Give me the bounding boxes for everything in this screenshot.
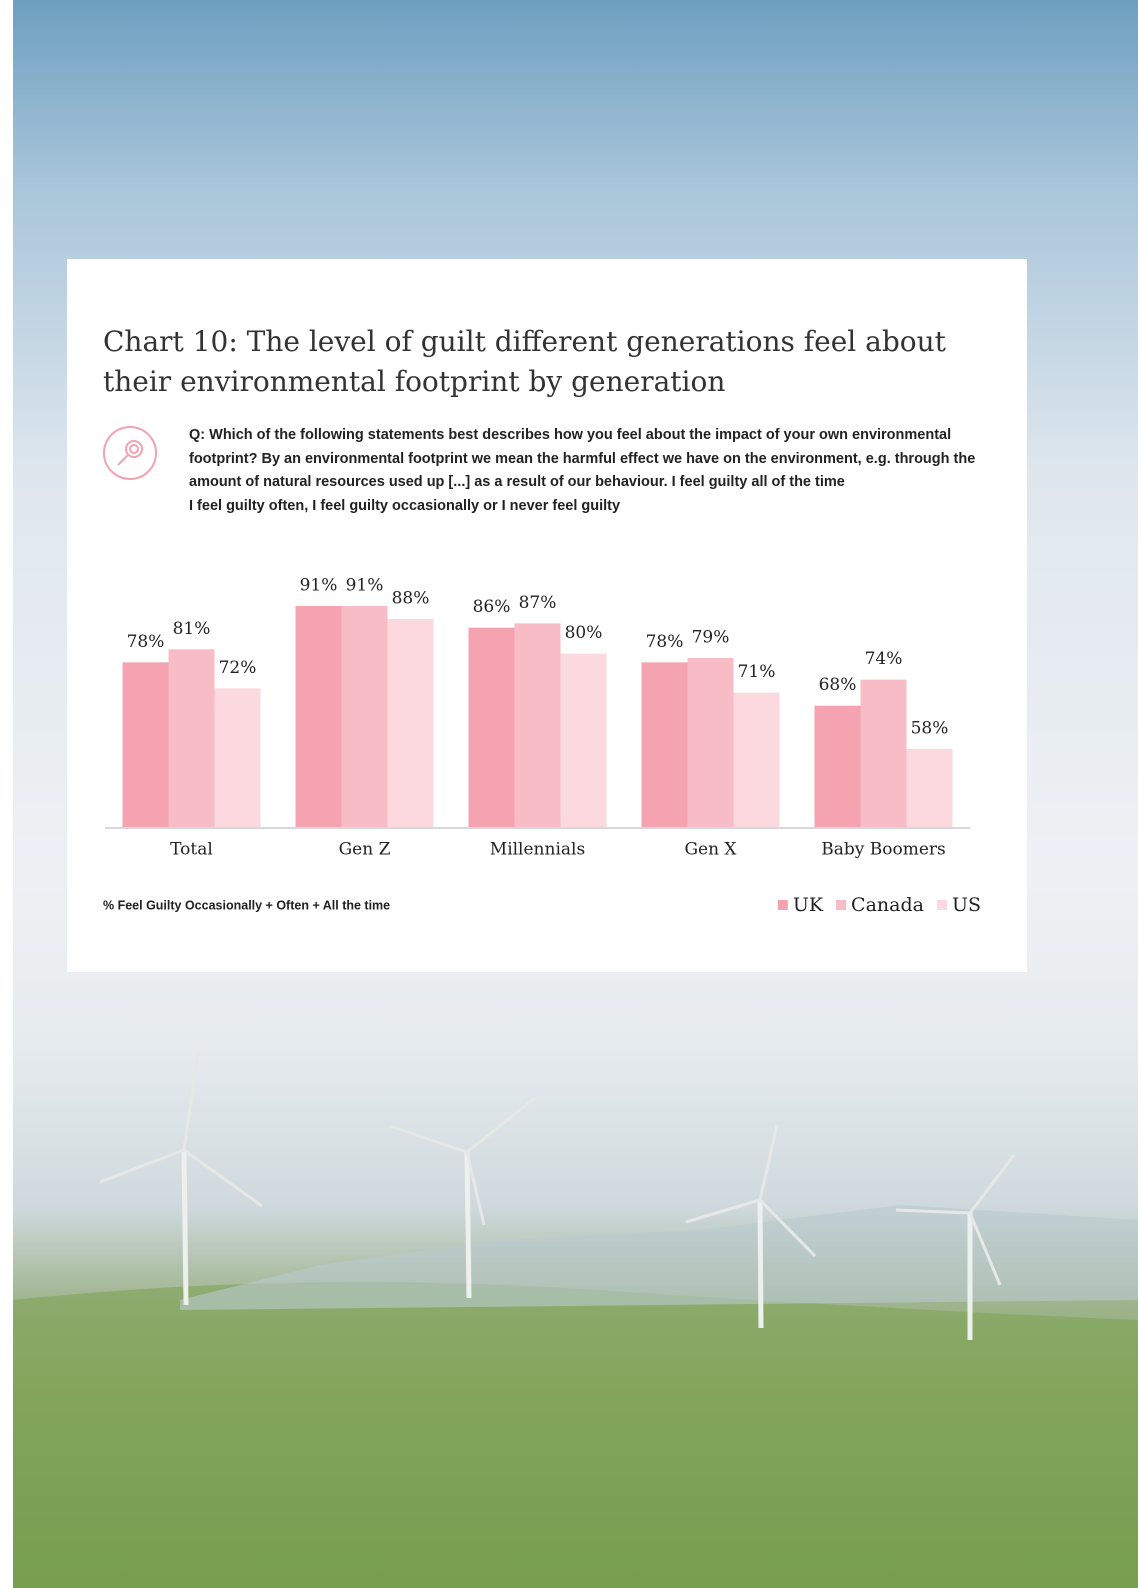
chart-title: Chart 10: The level of guilt different g…: [103, 325, 946, 398]
question-line: Q: Which of the following statements bes…: [189, 427, 976, 490]
x-tick-label: Gen Z: [339, 840, 391, 860]
bar: [514, 623, 561, 827]
bar: [295, 606, 342, 827]
card: [67, 259, 1027, 972]
value-label: 78%: [646, 632, 684, 652]
value-label: 80%: [565, 623, 603, 643]
legend-swatch: [936, 900, 947, 910]
bar: [214, 688, 261, 827]
bar: [560, 653, 607, 827]
bar: [860, 679, 907, 827]
legend-label: US: [952, 894, 981, 916]
x-tick-label: Gen X: [684, 840, 737, 860]
bar: [687, 658, 734, 827]
legend-swatch: [777, 900, 788, 910]
x-tick-label: Total: [170, 840, 213, 860]
value-label: 87%: [519, 593, 557, 613]
bar: [168, 649, 215, 827]
bar: [641, 662, 688, 827]
bar: [733, 692, 780, 827]
value-label: 78%: [127, 632, 165, 652]
legend-label: UK: [793, 894, 824, 916]
value-label: 68%: [819, 675, 857, 695]
legend-label: Canada: [851, 894, 924, 916]
bar: [906, 749, 953, 827]
footnote: % Feel Guilty Occasionally + Often + All…: [103, 898, 390, 912]
value-label: 58%: [911, 719, 949, 739]
bar: [122, 662, 169, 827]
bar: [468, 627, 515, 827]
value-label: 71%: [738, 662, 776, 682]
value-label: 79%: [692, 628, 730, 648]
x-tick-label: Millennials: [490, 840, 585, 860]
legend-swatch: [836, 900, 847, 910]
value-label: 86%: [473, 597, 511, 617]
info-icon: [103, 426, 157, 480]
decoration: [13, 1051, 1138, 1588]
value-label: 88%: [392, 589, 430, 609]
question: Q: Which of the following statements bes…: [189, 424, 989, 518]
x-tick-label: Baby Boomers: [821, 840, 946, 860]
question-line: I feel guilty often, I feel guilty occas…: [189, 497, 621, 514]
value-label: 81%: [173, 619, 211, 639]
bar: [341, 606, 388, 827]
value-label: 91%: [346, 576, 384, 596]
value-label: 91%: [300, 576, 338, 596]
bar: [814, 705, 861, 827]
value-label: 72%: [219, 658, 257, 678]
bar: [387, 619, 434, 827]
value-label: 74%: [865, 649, 903, 669]
